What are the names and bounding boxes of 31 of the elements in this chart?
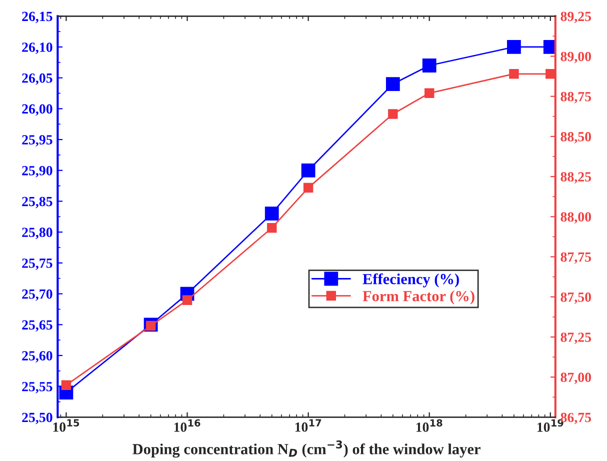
y-tick-label: 26,10	[22, 42, 52, 54]
y-tick-label: 25,80	[22, 228, 52, 240]
y2-tick-label: 87,25	[560, 332, 592, 344]
legend-label: Form Factor (%)	[362, 290, 474, 304]
x-tick-label: 10$^{18}$	[416, 419, 442, 432]
y-tick-label: 25,70	[22, 289, 52, 301]
y2-tick-label: 88,75	[560, 92, 592, 104]
y-tick-label: 25,95	[22, 135, 52, 147]
y-tick-label: 25,85	[22, 196, 52, 208]
y-tick-label: 26,15	[22, 12, 52, 24]
y2-tick-label: 89,00	[560, 52, 591, 64]
y-tick-label: 25,55	[22, 382, 52, 394]
y-tick-label: 25,50	[22, 412, 52, 424]
legend-label: Effeciency (%)	[362, 273, 459, 288]
y-tick-label: 25,60	[22, 351, 52, 362]
y2-tick-label: 88,25	[560, 172, 592, 184]
x-axis-title: Doping concentration N$_{D}$ (cm$^{−3}$) of the window layer	[132, 440, 480, 458]
y-tick-label: 26,05	[22, 73, 52, 85]
y-tick-label: 25,90	[22, 166, 52, 178]
y-tick-label: 26,00	[22, 104, 52, 116]
x-tick-label: 10$^{17}$	[295, 419, 322, 432]
y2-tick-label: 88,50	[560, 132, 591, 144]
y2-tick-label: 89,25	[560, 12, 592, 24]
y2-tick-label: 88,00	[560, 212, 591, 224]
y-tick-label: 25,65	[22, 320, 52, 332]
y-tick-label: 25,75	[22, 258, 52, 270]
x-tick-label: 10$^{16}$	[174, 419, 200, 432]
x-tick-label: 10$^{15}$	[53, 419, 80, 432]
y2-tick-label: 87,75	[560, 252, 592, 264]
y2-tick-label: 87,50	[560, 292, 591, 304]
y2-tick-label: 87,00	[560, 372, 591, 384]
